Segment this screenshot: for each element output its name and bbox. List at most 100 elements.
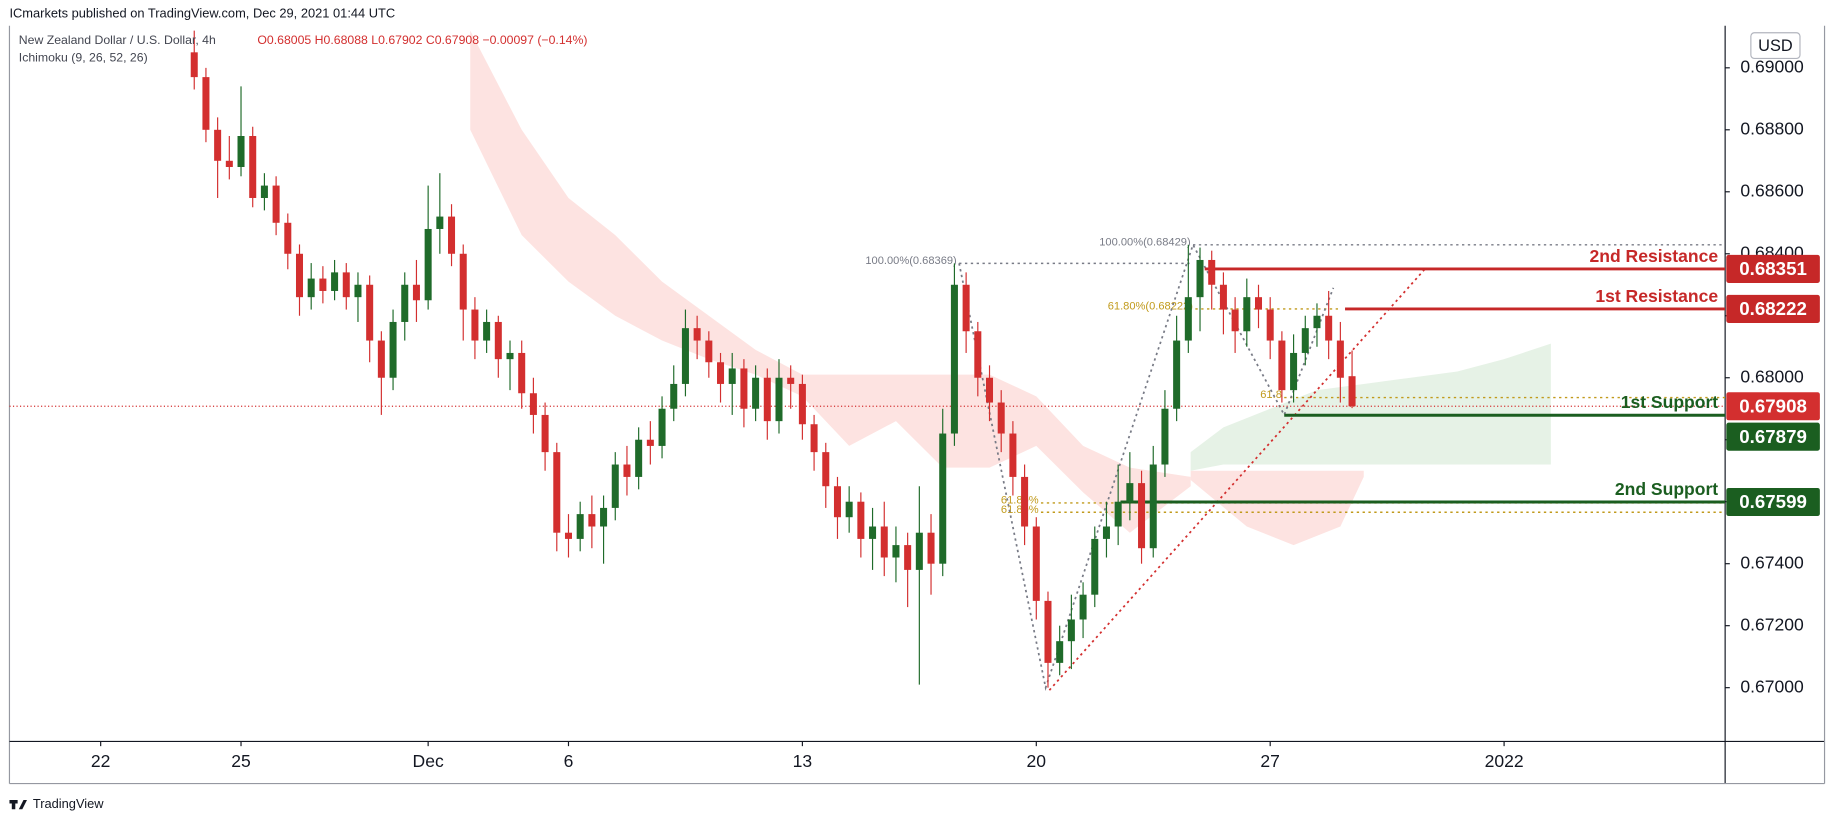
candle-body bbox=[611, 464, 619, 508]
candle-body bbox=[623, 464, 631, 477]
candle-body bbox=[635, 439, 643, 477]
candle-body bbox=[1266, 309, 1274, 341]
candle-body bbox=[518, 352, 526, 394]
candle-body bbox=[950, 284, 958, 434]
candle-body bbox=[1348, 376, 1356, 407]
y-tick-label: 0.68800 bbox=[1740, 118, 1804, 138]
currency: USD bbox=[1758, 37, 1793, 55]
candle-body bbox=[1126, 483, 1134, 502]
y-tick-label: 0.68000 bbox=[1740, 366, 1804, 386]
price-badge bbox=[1726, 254, 1820, 283]
candle-body bbox=[401, 284, 409, 322]
fib-label: 61.80%(0.68222) bbox=[1108, 301, 1194, 313]
x-tick-label: 2022 bbox=[1485, 751, 1524, 771]
x-tick-label: 25 bbox=[231, 751, 251, 771]
candle-body bbox=[1231, 309, 1239, 332]
candle-body bbox=[1184, 297, 1192, 341]
candle-body bbox=[295, 253, 304, 298]
candle-body bbox=[986, 377, 994, 403]
ohlc-text: O0.68005 H0.68088 L0.67902 C0.67908 −0.0… bbox=[257, 33, 587, 47]
candle-body bbox=[225, 160, 233, 167]
candle-body bbox=[670, 383, 678, 409]
candle-body bbox=[1243, 297, 1251, 332]
level-name: 1st Resistance bbox=[1595, 286, 1718, 306]
candle-body bbox=[997, 402, 1005, 434]
x-tick-label: 22 bbox=[91, 751, 111, 771]
candle-body bbox=[237, 136, 245, 167]
candle-body bbox=[272, 185, 280, 223]
candle-body bbox=[740, 368, 748, 409]
trend-line bbox=[958, 242, 1335, 692]
candle-body bbox=[1196, 259, 1204, 298]
price-badge-label: 0.67908 bbox=[1739, 395, 1807, 416]
candle-body bbox=[1290, 352, 1298, 391]
price-badge-label: 0.68222 bbox=[1739, 298, 1807, 319]
y-tick-label: 0.67400 bbox=[1740, 552, 1804, 572]
candle-body bbox=[939, 433, 947, 564]
candle-body bbox=[1254, 297, 1263, 310]
candle-body bbox=[810, 424, 818, 453]
candle-body bbox=[1173, 340, 1181, 409]
y-tick-label: 0.67000 bbox=[1740, 676, 1804, 696]
candle-body bbox=[494, 321, 502, 360]
candle-body bbox=[214, 129, 222, 161]
candle-body bbox=[553, 452, 561, 533]
fib-label: 61.8 bbox=[1260, 389, 1282, 401]
candle-body bbox=[1021, 476, 1029, 527]
candle-body bbox=[202, 77, 210, 130]
candle-body bbox=[284, 222, 292, 254]
candle-body bbox=[798, 383, 806, 425]
x-tick-label: 27 bbox=[1260, 751, 1280, 771]
candle-body bbox=[646, 439, 654, 446]
trend-line bbox=[1048, 266, 1428, 691]
price-badge bbox=[1726, 392, 1820, 421]
candle-body bbox=[1161, 408, 1169, 465]
candle-body bbox=[1278, 340, 1286, 391]
candle-body bbox=[1313, 315, 1321, 329]
candle-body bbox=[366, 284, 374, 341]
price-badge-label: 0.68351 bbox=[1739, 258, 1807, 279]
candle-body bbox=[1149, 464, 1157, 549]
candle-body bbox=[915, 532, 923, 570]
candle-body bbox=[541, 414, 549, 453]
candle-body bbox=[249, 136, 257, 198]
candle-body bbox=[1336, 340, 1344, 378]
price-badge bbox=[1726, 422, 1820, 451]
candle-body bbox=[693, 328, 701, 341]
candle-body bbox=[904, 545, 912, 570]
price-badge-label: 0.67599 bbox=[1739, 491, 1807, 512]
fib-label: 61.80% bbox=[1001, 495, 1039, 507]
candle-body bbox=[1067, 619, 1075, 642]
candle-body bbox=[190, 52, 198, 78]
candle-body bbox=[857, 501, 865, 539]
candle-body bbox=[1138, 483, 1146, 549]
level-name: 1st Support bbox=[1621, 392, 1719, 412]
candle-body bbox=[763, 377, 771, 422]
candle-body bbox=[448, 216, 456, 254]
candle-body bbox=[717, 362, 725, 384]
candle-body bbox=[459, 253, 467, 310]
candle-body bbox=[1056, 641, 1064, 663]
price-badge bbox=[1726, 487, 1820, 517]
price-badge-label: 0.67879 bbox=[1739, 426, 1807, 447]
y-tick-label: 0.68600 bbox=[1740, 180, 1804, 200]
candle-body bbox=[564, 532, 572, 539]
x-tick-label: 13 bbox=[793, 751, 813, 771]
y-tick-label: 0.69000 bbox=[1740, 56, 1804, 76]
fib-label: 100.00%(0.68369) bbox=[865, 255, 957, 267]
candle-body bbox=[927, 532, 935, 564]
candle-body bbox=[424, 228, 432, 301]
candle-body bbox=[1208, 259, 1216, 285]
candle-body bbox=[974, 331, 982, 378]
indicator-label: Ichimoku (9, 26, 52, 26) bbox=[19, 51, 148, 65]
ichimoku-cloud bbox=[1190, 343, 1551, 471]
candle-body bbox=[787, 377, 795, 384]
candle-body bbox=[658, 408, 666, 446]
candle-body bbox=[354, 284, 362, 298]
price-badge bbox=[1726, 294, 1820, 323]
candle-body bbox=[845, 501, 853, 518]
candle-body bbox=[822, 452, 830, 487]
candle-body bbox=[1219, 284, 1227, 310]
fib-label: 61.80% bbox=[1001, 504, 1039, 516]
candle-body bbox=[471, 309, 479, 341]
